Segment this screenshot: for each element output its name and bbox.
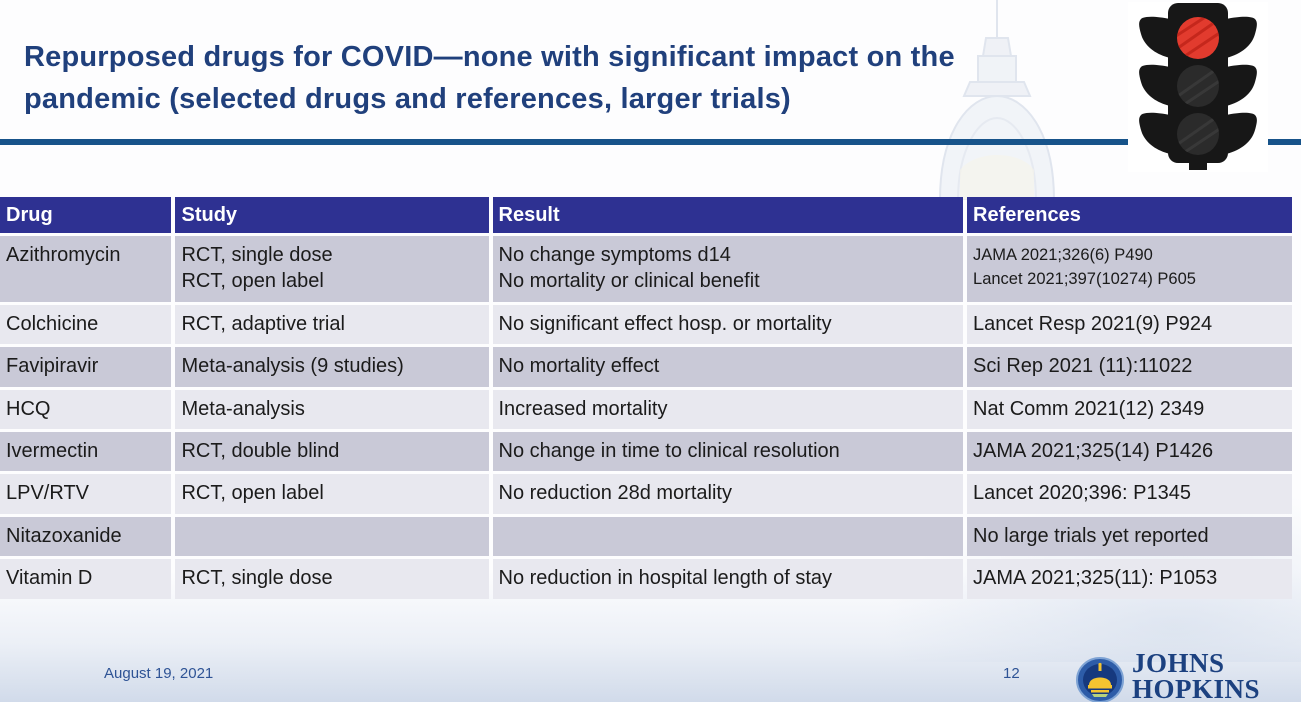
cell-study: RCT, open label bbox=[175, 474, 489, 514]
cell-drug: Vitamin D bbox=[0, 559, 172, 599]
cell-references: Lancet Resp 2021(9) P924 bbox=[967, 304, 1292, 345]
slide-title-line1: Repurposed drugs for COVID—none with sig… bbox=[24, 41, 955, 73]
johns-hopkins-medicine-logo: JOHNS HOPKINS MEDICINE bbox=[1076, 650, 1301, 702]
dome-cupola-watermark-icon bbox=[900, 0, 1090, 205]
cell-drug: Nitazoxanide bbox=[0, 516, 172, 557]
slide-title: Repurposed drugs for COVID—none with sig… bbox=[24, 36, 1134, 120]
cell-references: JAMA 2021;325(11): P1053 bbox=[967, 559, 1292, 599]
table-row-azithromycin: Azithromycin RCT, single dose RCT, open … bbox=[0, 236, 1292, 302]
cell-result: No reduction 28d mortality bbox=[492, 474, 964, 514]
cell-drug: Azithromycin bbox=[0, 236, 172, 302]
slide-title-line2: pandemic (selected drugs and references,… bbox=[24, 83, 791, 115]
table-row-hcq: HCQ Meta-analysis Increased mortality Na… bbox=[0, 389, 1292, 429]
cell-result: No change in time to clinical resolution bbox=[492, 431, 964, 472]
cell-study: RCT, single dose bbox=[175, 559, 489, 599]
logo-name-text: JOHNS HOPKINS bbox=[1132, 648, 1261, 702]
column-header-result: Result bbox=[492, 197, 964, 233]
table-row-colchicine: Colchicine RCT, adaptive trial No signif… bbox=[0, 304, 1292, 345]
cell-study: RCT, double blind bbox=[175, 431, 489, 472]
column-header-study: Study bbox=[175, 197, 489, 233]
cell-result: No change symptoms d14 No mortality or c… bbox=[492, 236, 964, 302]
table-header-row: Drug Study Result References bbox=[0, 197, 1292, 233]
table-row-favipiravir: Favipiravir Meta-analysis (9 studies) No… bbox=[0, 347, 1292, 387]
cell-drug: Ivermectin bbox=[0, 431, 172, 472]
table-row-nitazoxanide: Nitazoxanide No large trials yet reporte… bbox=[0, 516, 1292, 557]
johns-hopkins-crest-icon bbox=[1076, 657, 1124, 702]
cell-study: RCT, single dose RCT, open label bbox=[175, 236, 489, 302]
column-header-references: References bbox=[967, 197, 1292, 233]
cell-drug: HCQ bbox=[0, 389, 172, 429]
cell-drug: Colchicine bbox=[0, 304, 172, 345]
table-row-ivermectin: Ivermectin RCT, double blind No change i… bbox=[0, 431, 1292, 472]
cell-references: No large trials yet reported bbox=[967, 516, 1292, 557]
slide-date: August 19, 2021 bbox=[104, 665, 214, 682]
cell-study: Meta-analysis (9 studies) bbox=[175, 347, 489, 387]
cell-drug: LPV/RTV bbox=[0, 474, 172, 514]
cell-study: Meta-analysis bbox=[175, 389, 489, 429]
slide-page-number: 12 bbox=[1003, 665, 1020, 682]
cell-drug: Favipiravir bbox=[0, 347, 172, 387]
cell-result: No significant effect hosp. or mortality bbox=[492, 304, 964, 345]
logo-wordmark: JOHNS HOPKINS MEDICINE bbox=[1132, 650, 1301, 702]
table-row-lpv-rtv: LPV/RTV RCT, open label No reduction 28d… bbox=[0, 474, 1292, 514]
cell-references: Lancet 2020;396: P1345 bbox=[967, 474, 1292, 514]
cell-references: Sci Rep 2021 (11):11022 bbox=[967, 347, 1292, 387]
cell-result: Increased mortality bbox=[492, 389, 964, 429]
title-divider-rule bbox=[0, 139, 1301, 145]
cell-references: JAMA 2021;326(6) P490 Lancet 2021;397(10… bbox=[967, 236, 1292, 302]
cell-result: No reduction in hospital length of stay bbox=[492, 559, 964, 599]
cell-study: RCT, adaptive trial bbox=[175, 304, 489, 345]
cell-result: No mortality effect bbox=[492, 347, 964, 387]
cell-result bbox=[492, 516, 964, 557]
cell-study bbox=[175, 516, 489, 557]
column-header-drug: Drug bbox=[0, 197, 172, 233]
table-row-vitamin-d: Vitamin D RCT, single dose No reduction … bbox=[0, 559, 1292, 599]
traffic-light-icon bbox=[1128, 2, 1268, 172]
cell-references: JAMA 2021;325(14) P1426 bbox=[967, 431, 1292, 472]
cell-references: Nat Comm 2021(12) 2349 bbox=[967, 389, 1292, 429]
drugs-table: Drug Study Result References Azithromyci… bbox=[0, 197, 1292, 602]
